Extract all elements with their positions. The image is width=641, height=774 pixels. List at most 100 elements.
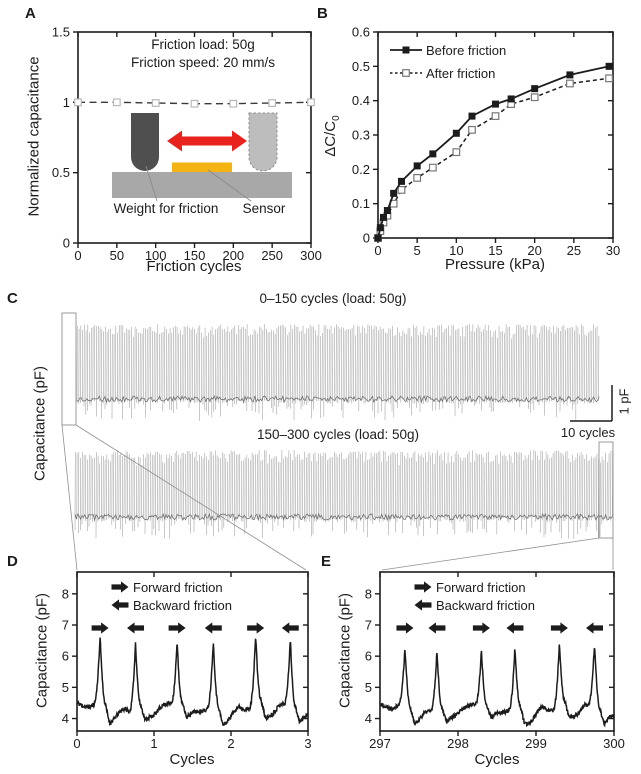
inset-substrate: [112, 172, 292, 198]
marker-open-square: [468, 125, 476, 134]
panel-a-label: A: [25, 5, 36, 22]
marker-filled-square: [383, 207, 391, 215]
panel-d-x-tick-label: 1: [150, 736, 157, 751]
trace2-baseline-band: [74, 512, 613, 522]
marker-open-square: [402, 69, 410, 77]
legend-before-friction: Before friction: [426, 43, 507, 58]
panel-a-x-tick-label: 150: [184, 248, 206, 263]
marker-filled-square: [452, 129, 460, 137]
panel-b-frame: [377, 31, 614, 239]
panel-e-y-tick-label: 5: [365, 680, 372, 695]
panel-b-x-tick-label: 15: [488, 243, 502, 258]
panel-e-y-tick-label: 7: [365, 618, 372, 633]
panel-d-y-tick-label: 6: [62, 649, 69, 664]
panel-d-legend-backward-arrow-icon: [111, 599, 129, 611]
panel-a-y-tick-label: 0.5: [52, 165, 70, 180]
marker-filled-square: [374, 234, 382, 242]
panel-a-x-tick-label: 100: [145, 248, 167, 263]
panel-d-legend-backward: Backward friction: [133, 598, 232, 613]
panel-e-x-tick-label: 298: [447, 736, 469, 751]
panel-d-forward-arrow-icon: [91, 622, 109, 634]
panel-e-x-tick-label: 299: [525, 736, 547, 751]
panel-d-y-tick-label: 4: [62, 711, 69, 726]
panel-e-x-axis-label: Cycles: [474, 751, 520, 768]
marker-filled-square: [429, 150, 437, 158]
inset-sensor-pointer-line: [207, 169, 252, 202]
panel-b-x-tick-label: 20: [527, 243, 541, 258]
panel-b-x-tick-label: 25: [567, 243, 581, 258]
marker-open-square: [112, 98, 121, 107]
panel-d-forward-arrow-icon: [168, 622, 186, 634]
panel-e-backward-arrow-icon: [428, 622, 446, 634]
panel-e-forward-arrow-icon: [396, 622, 414, 634]
panel-e-y-tick-label: 8: [365, 586, 372, 601]
marker-filled-square: [379, 213, 387, 221]
marker-open-square: [151, 99, 160, 107]
marker-open-square: [491, 112, 500, 121]
before-friction-line: [377, 65, 610, 239]
panel-d-y-axis-label: Capacitance (pF): [33, 592, 51, 709]
marker-filled-square: [566, 71, 574, 79]
panel-d-forward-arrow-icon: [247, 622, 265, 634]
panel-b-x-tick-label: 10: [449, 243, 463, 258]
panel-b-y-axis-label-sub: 0: [331, 115, 342, 121]
panel-a-x-tick-label: 300: [300, 248, 322, 263]
panel-b-y-tick-label: 0.6: [352, 25, 370, 40]
inset-weight-ghost-icon: [248, 112, 278, 172]
trace1-spikes: [76, 324, 600, 421]
panel-a-x-tick-label: 250: [261, 248, 283, 263]
zoom-box-e: [598, 441, 614, 539]
panel-e-forward-arrow-icon: [472, 622, 490, 634]
panel-d-y-tick-label: 7: [62, 618, 69, 633]
panel-a-x-tick-label: 200: [222, 248, 244, 263]
trace2-spikes: [74, 449, 613, 539]
marker-open-square: [452, 148, 461, 157]
panel-e-frame: [379, 571, 615, 732]
trace1-baseline-band: [76, 394, 600, 404]
callout-line-d-left: [61, 424, 78, 571]
panel-e-x-tick-label: 297: [369, 736, 391, 751]
panel-e-legend-backward: Backward friction: [436, 598, 535, 613]
marker-open-square: [74, 98, 82, 107]
panel-d-y-tick-label: 8: [62, 586, 69, 601]
callout-line-e-left: [381, 537, 600, 571]
trace1-title: 0–150 cycles (load: 50g): [259, 291, 407, 306]
panel-a-y-tick-label: 1: [63, 95, 70, 110]
panel-b-y-axis-label-main: ΔC/C: [322, 120, 339, 157]
panel-e-forward-arrow-icon: [550, 622, 568, 634]
panel-a-y-tick-label: 0: [63, 236, 70, 251]
marker-open-square: [605, 74, 613, 83]
marker-filled-square: [492, 100, 499, 108]
marker-filled-square: [507, 95, 515, 103]
friction-direction-arrow-icon: [167, 130, 247, 152]
panel-a-annotation-load: Friction load: 50g: [151, 37, 255, 52]
panel-b-x-tick-label: 0: [374, 243, 381, 258]
marker-filled-square: [390, 189, 398, 197]
panel-e-legend-forward: Forward friction: [436, 580, 526, 595]
panel-e-x-tick-label: 300: [603, 736, 625, 751]
marker-open-square: [428, 163, 437, 172]
marker-open-square: [307, 98, 315, 107]
marker-open-square: [229, 99, 238, 108]
panel-e-legend-forward-arrow-icon: [414, 581, 432, 593]
panel-d-y-tick-label: 5: [62, 680, 69, 695]
inset-weight-pointer-line: [145, 165, 158, 202]
panel-a-x-tick-label: 50: [110, 248, 124, 263]
panel-d-x-tick-label: 0: [73, 736, 80, 751]
panel-e-backward-arrow-icon: [586, 622, 603, 634]
marker-open-square: [530, 93, 539, 102]
marker-filled-square: [531, 85, 539, 93]
marker-filled-square: [605, 62, 613, 70]
panel-b-y-tick-label: 0: [363, 231, 370, 246]
panel-d-legend-forward-arrow-icon: [111, 581, 129, 593]
scalebar-y-label: 1 pF: [616, 388, 632, 415]
panel-b-y-tick-label: 0.5: [352, 59, 370, 74]
panel-b-y-tick-label: 0.4: [352, 93, 370, 108]
inset-weight-icon: [131, 113, 159, 171]
panel-d-capacitance-curve: [76, 637, 309, 727]
panel-e-capacitance-curve: [379, 644, 615, 728]
panel-c-label: C: [7, 290, 18, 307]
panel-b-y-axis-label: ΔC/C0: [322, 0, 342, 286]
panel-e-y-tick-label: 6: [365, 649, 372, 664]
